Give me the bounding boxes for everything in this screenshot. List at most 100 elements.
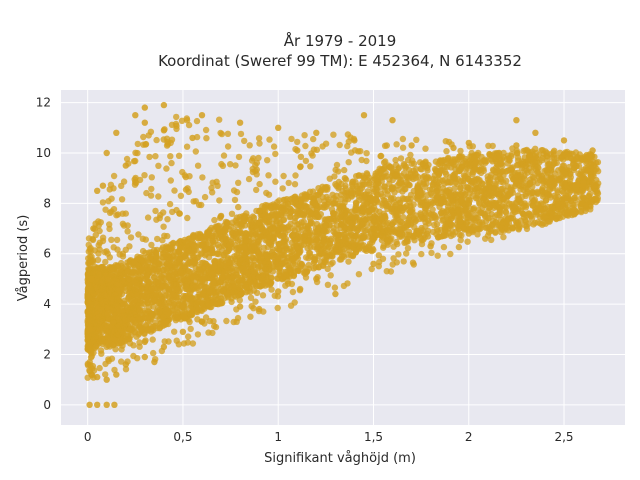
scatter-point	[143, 189, 150, 197]
scatter-point	[439, 185, 447, 192]
scatter-point	[173, 286, 181, 293]
scatter-point	[148, 174, 155, 181]
scatter-point	[233, 228, 240, 236]
scatter-point	[440, 243, 448, 251]
scatter-point	[529, 173, 536, 181]
scatter-point	[527, 212, 534, 219]
scatter-point	[410, 261, 417, 268]
scatter-point	[514, 195, 521, 202]
scatter-point	[314, 191, 321, 199]
scatter-point	[240, 214, 248, 221]
scatter-point	[146, 153, 153, 161]
scatter-point	[357, 148, 364, 155]
scatter-point	[399, 144, 407, 151]
scatter-point	[565, 163, 573, 171]
scatter-point	[130, 352, 137, 360]
scatter-point	[194, 162, 202, 169]
scatter-point	[515, 225, 522, 232]
scatter-point	[135, 231, 142, 238]
scatter-point	[396, 225, 403, 233]
scatter-point	[152, 153, 159, 160]
scatter-point	[498, 159, 505, 167]
scatter-point	[291, 181, 299, 188]
scatter-point	[124, 228, 131, 235]
scatter-point	[484, 232, 492, 239]
scatter-point	[89, 362, 97, 370]
scatter-point	[337, 224, 344, 232]
scatter-point	[553, 215, 560, 223]
chart-title-line2: Koordinat (Sweref 99 TM): E 452364, N 61…	[158, 52, 522, 70]
scatter-point	[342, 182, 349, 189]
scatter-point	[500, 233, 507, 241]
scatter-point	[290, 243, 298, 250]
scatter-point	[457, 147, 464, 155]
scatter-point	[255, 135, 263, 142]
scatter-point	[184, 274, 191, 282]
scatter-point	[336, 141, 343, 149]
scatter-point	[264, 157, 271, 164]
scatter-point	[253, 241, 260, 248]
scatter-point	[219, 162, 227, 169]
scatter-point	[405, 228, 413, 236]
scatter-point	[330, 131, 337, 138]
scatter-point	[348, 252, 355, 259]
scatter-point	[335, 178, 343, 186]
scatter-point	[175, 341, 182, 348]
scatter-point	[390, 243, 397, 250]
scatter-point	[184, 339, 191, 346]
scatter-point	[281, 242, 288, 249]
scatter-point	[425, 220, 432, 227]
scatter-point	[441, 176, 449, 183]
scatter-point	[358, 210, 366, 217]
scatter-point	[391, 227, 398, 235]
scatter-point	[207, 249, 214, 257]
scatter-point	[175, 258, 183, 265]
scatter-point	[122, 246, 129, 253]
scatter-point	[443, 170, 450, 178]
scatter-point	[226, 266, 233, 273]
scatter-point	[179, 303, 186, 310]
scatter-point	[392, 161, 400, 169]
scatter-point	[272, 202, 279, 209]
scatter-point	[395, 196, 402, 203]
scatter-point	[167, 177, 174, 184]
scatter-point	[102, 258, 109, 266]
scatter-point	[380, 242, 387, 249]
scatter-point	[150, 246, 158, 254]
scatter-point	[141, 172, 148, 179]
scatter-point	[113, 302, 121, 309]
scatter-point	[454, 175, 462, 183]
scatter-point	[145, 132, 152, 139]
scatter-point	[178, 117, 186, 125]
scatter-point	[355, 271, 363, 278]
scatter-point	[421, 205, 429, 212]
scatter-point	[535, 174, 542, 181]
scatter-point	[168, 136, 176, 143]
scatter-point	[184, 214, 191, 222]
scatter-point	[555, 200, 562, 207]
scatter-point	[124, 222, 131, 229]
scatter-point	[262, 228, 269, 236]
scatter-point	[106, 254, 114, 261]
scatter-point	[289, 232, 296, 239]
scatter-point	[185, 121, 193, 129]
scatter-point	[220, 152, 228, 159]
scatter-point	[246, 142, 253, 149]
scatter-point	[353, 206, 360, 213]
scatter-point	[109, 334, 117, 342]
scatter-point	[262, 265, 269, 272]
scatter-point	[233, 318, 240, 325]
scatter-point	[213, 250, 221, 258]
scatter-point	[148, 185, 155, 193]
scatter-point	[259, 292, 267, 299]
scatter-point	[477, 188, 484, 195]
scatter-point	[127, 234, 135, 241]
scatter-point	[155, 162, 162, 169]
scatter-point	[490, 167, 497, 174]
scatter-point	[436, 176, 443, 184]
scatter-point	[216, 197, 223, 204]
scatter-point	[142, 310, 149, 318]
scatter-point	[548, 210, 556, 217]
scatter-point	[108, 236, 115, 243]
scatter-point	[408, 160, 415, 167]
